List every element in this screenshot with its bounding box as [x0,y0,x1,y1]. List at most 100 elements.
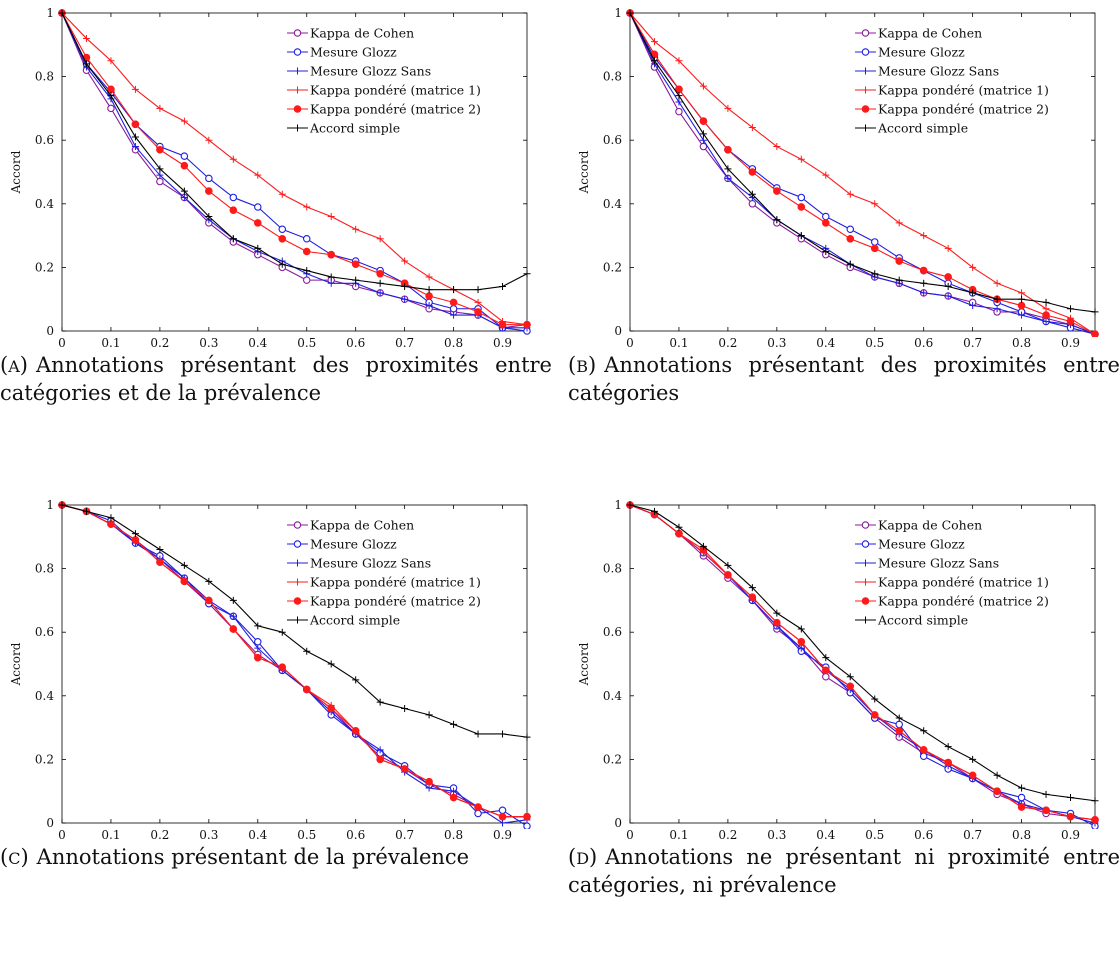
data-point [205,136,213,144]
series-line-accord-simple [629,12,1096,313]
legend-label: Kappa pondéré (matrice 2) [310,594,481,609]
data-point [919,752,928,760]
x-tick-label: 0.7 [395,336,414,350]
legend-item-kappa-de-cohen: Kappa de Cohen [287,518,414,533]
data-point [699,82,707,90]
data-point [822,654,830,662]
x-tick-label: 0 [626,336,634,350]
legend-swatch-marker [862,559,869,567]
y-tick-label: 0.2 [603,752,622,766]
data-point [278,663,287,671]
data-point [156,558,164,567]
series-mesure-glozz-sans [626,9,1099,337]
data-point [944,758,952,767]
x-tick-label: 0.2 [718,336,737,350]
data-point [1091,816,1099,824]
data-point [846,682,855,691]
data-point [821,219,830,227]
data-point [205,187,213,195]
y-tick-label: 0.4 [603,689,622,703]
y-tick-label: 0.4 [603,197,622,211]
data-point [327,273,335,281]
series-kappa-de-cohen [58,9,531,332]
legend-label: Kappa pondéré (matrice 2) [310,102,481,117]
legend: Kappa de Cohen Mesure Glozz Mesure Glozz S… [855,26,1049,136]
data-point [773,609,781,617]
caption-text-a: Annotations présentant des proximités en… [0,353,552,405]
plot-frame [61,12,528,332]
series-kappa-pondere-matrice-2 [58,9,531,329]
legend-swatch-marker [862,124,869,132]
data-point [229,193,238,202]
series-line-kappa-pondere-matrice-2 [61,12,527,326]
data-point [993,295,1001,303]
chart-d: 0 0.1 0.2 0.3 0.4 0.5 0.6 0.7 0.8 0.9 0 0.2 0.4 0.6 0.… [577,498,1099,842]
data-point [895,219,903,227]
data-point [498,320,507,329]
data-point [180,161,189,170]
data-point [1017,803,1026,811]
series-mesure-glozz [58,501,531,829]
data-point [748,593,757,602]
data-point [822,248,830,255]
data-point [1042,298,1050,306]
y-axis-ticks: 0 0.2 0.4 0.6 0.8 1 [603,6,1095,338]
legend-swatch-marker [862,86,869,94]
series-kappa-pondere-matrice-2 [58,501,531,821]
legend-item-mesure-glozz: Mesure Glozz [855,45,965,60]
data-point [131,536,140,544]
data-point [920,727,928,735]
series-kappa-pondere-matrice-2 [626,9,1099,337]
data-point [846,234,855,243]
y-axis-label: Accord [9,150,23,194]
data-point [253,219,262,227]
legend-swatch-marker [293,597,302,605]
legend-item-kappa-pondere-matrice-2: Kappa pondéré (matrice 2) [855,594,1049,609]
x-tick-label: 0.6 [914,828,933,842]
data-point [1042,806,1050,815]
data-point [748,190,756,198]
data-point [498,812,507,821]
y-tick-label: 1 [614,6,622,20]
data-point [870,711,879,719]
data-point [675,107,683,116]
data-point [376,289,384,297]
data-point [969,755,977,763]
legend-swatch-marker [294,578,301,586]
data-point [797,155,805,163]
series-line-mesure-glozz-sans [61,504,528,824]
data-point [254,637,262,646]
data-point [1018,784,1026,792]
series-accord-simple [626,501,1099,805]
data-point [474,286,482,294]
caption-tag-c: (C) [0,845,29,869]
data-point [699,542,707,550]
data-point [302,685,311,694]
data-point [425,302,433,310]
data-point [401,257,409,265]
data-point [969,289,977,297]
x-tick-label: 0.4 [816,828,835,842]
legend-label: Kappa pondéré (matrice 2) [878,102,1049,117]
legend-item-mesure-glozz: Mesure Glozz [855,537,965,552]
series-line-accord-simple [61,504,528,738]
series-line-mesure-glozz [61,12,528,332]
legend-label: Kappa de Cohen [310,518,414,533]
data-point [822,672,830,681]
data-point [376,269,384,278]
series-group [626,501,1099,829]
data-point [156,145,164,154]
data-point [523,733,531,741]
data-point [376,755,384,764]
data-point [773,187,781,195]
data-point [302,276,311,284]
y-tick-label: 0.8 [603,562,622,576]
y-tick-label: 1 [614,498,622,512]
legend-label: Kappa pondéré (matrice 1) [878,83,1049,98]
x-tick-label: 0.4 [248,828,267,842]
data-point [822,171,830,179]
legend-item-kappa-pondere-matrice-1: Kappa pondéré (matrice 1) [287,83,481,98]
data-point [303,267,311,275]
data-point [82,34,90,42]
data-point [969,302,977,310]
